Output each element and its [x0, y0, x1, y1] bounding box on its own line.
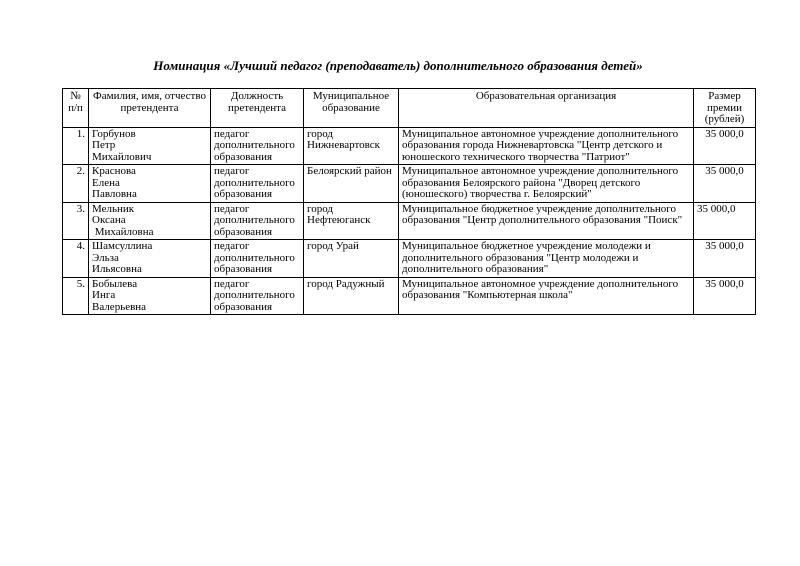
table-header-row: № п/п Фамилия, имя, отчество претендента…	[62, 88, 756, 128]
prize-cell: 35 000,0	[693, 201, 756, 240]
row-number-cell: 3.	[62, 201, 89, 240]
table-row: 2. Краснова Елена Павловна педагог допол…	[62, 164, 756, 203]
municipality-cell: город Радужный	[303, 276, 399, 315]
prize-cell: 35 000,0	[693, 276, 756, 315]
organization-cell: Муниципальное бюджетное учреждение допол…	[398, 201, 694, 240]
municipality-cell: город Нефтеюганск	[303, 201, 399, 240]
header-organization: Образовательная организация	[398, 88, 694, 128]
row-number-cell: 2.	[62, 164, 89, 203]
position-cell: педагог дополнительного образования	[210, 201, 304, 240]
header-num: № п/п	[62, 88, 89, 128]
header-prize: Размер премии (рублей)	[693, 88, 756, 128]
row-number-cell: 1.	[62, 126, 89, 165]
table-row: 5. Бобылева Инга Валерьевна педагог допо…	[62, 276, 756, 315]
candidate-name-cell: Краснова Елена Павловна	[88, 164, 211, 203]
prize-cell: 35 000,0	[693, 239, 756, 278]
prize-cell: 35 000,0	[693, 164, 756, 203]
candidate-name-cell: Шамсуллина Эльза Ильясовна	[88, 239, 211, 278]
candidate-name-cell: Горбунов Петр Михайлович	[88, 126, 211, 165]
row-number-cell: 5.	[62, 276, 89, 315]
header-candidate-name: Фамилия, имя, отчество претендента	[88, 88, 211, 128]
table-row: 4. Шамсуллина Эльза Ильясовна педагог до…	[62, 239, 756, 278]
nominees-table: № п/п Фамилия, имя, отчество претендента…	[62, 88, 756, 315]
municipality-cell: город Нижневартовск	[303, 126, 399, 165]
municipality-cell: Белоярский район	[303, 164, 399, 203]
position-cell: педагог дополнительного образования	[210, 239, 304, 278]
table-row: 3. Мельник Оксана Михайловна педагог доп…	[62, 201, 756, 240]
row-number-cell: 4.	[62, 239, 89, 278]
position-cell: педагог дополнительного образования	[210, 164, 304, 203]
position-cell: педагог дополнительного образования	[210, 126, 304, 165]
municipality-cell: город Урай	[303, 239, 399, 278]
header-position: Должность претендента	[210, 88, 304, 128]
organization-cell: Муниципальное автономное учреждение допо…	[398, 126, 694, 165]
candidate-name-cell: Мельник Оксана Михайловна	[88, 201, 211, 240]
candidate-name-cell: Бобылева Инга Валерьевна	[88, 276, 211, 315]
table-row: 1. Горбунов Петр Михайлович педагог допо…	[62, 126, 756, 165]
prize-cell: 35 000,0	[693, 126, 756, 165]
header-municipality: Муниципальное образование	[303, 88, 399, 128]
organization-cell: Муниципальное бюджетное учреждение молод…	[398, 239, 694, 278]
organization-cell: Муниципальное автономное учреждение допо…	[398, 164, 694, 203]
page-title: Номинация «Лучший педагог (преподаватель…	[153, 58, 643, 73]
position-cell: педагог дополнительного образования	[210, 276, 304, 315]
organization-cell: Муниципальное автономное учреждение допо…	[398, 276, 694, 315]
